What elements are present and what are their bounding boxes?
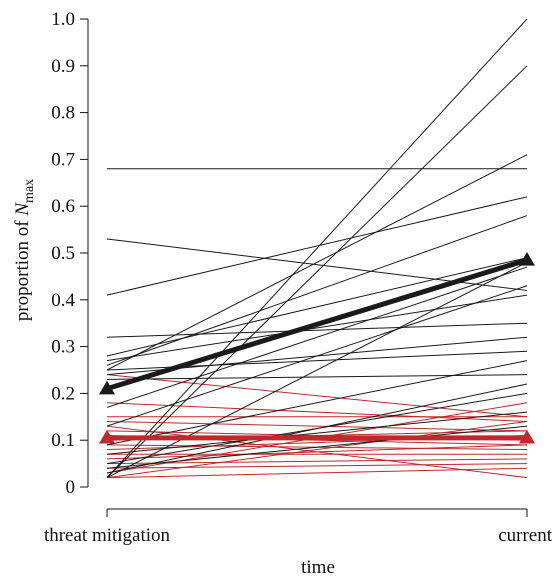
series-line-red <box>106 425 528 479</box>
x-axis-label: time <box>301 557 335 578</box>
x-tick-label: current <box>498 525 553 546</box>
mean-marker-black <box>99 380 115 395</box>
series-lines <box>106 18 528 479</box>
series-line-black <box>106 257 528 357</box>
series-line-black <box>106 425 528 469</box>
y-axis-label-sub: max <box>22 179 37 203</box>
series-line-black <box>106 411 528 455</box>
series-line-black <box>106 374 528 380</box>
y-tick-label: 0.9 <box>51 56 75 77</box>
y-axis: 0 0.1 0.2 0.3 0.4 0.5 0.6 0.7 0.8 0.9 1.0 <box>51 9 89 498</box>
series-line-black <box>106 261 528 479</box>
x-axis: threat mitigation current <box>44 508 553 546</box>
y-tick-label: 0.6 <box>51 196 75 217</box>
series-line-black <box>106 215 528 366</box>
series-line-black <box>106 65 528 478</box>
y-tick-label: 0.5 <box>51 243 75 264</box>
mean-line-black <box>104 257 530 392</box>
mean-marker-red <box>99 429 115 444</box>
series-line-black <box>106 360 528 446</box>
mean-lines <box>99 252 535 444</box>
y-tick-label: 0.8 <box>51 103 75 124</box>
y-axis-label-var: N <box>12 202 33 217</box>
y-tick-label: 0.4 <box>51 290 75 311</box>
y-tick-label: 0.1 <box>51 430 75 451</box>
mean-marker-black <box>519 252 535 266</box>
y-tick-label: 0 <box>66 477 76 498</box>
series-line-red <box>106 463 528 469</box>
series-line-red <box>106 374 528 418</box>
series-line-black <box>106 266 528 408</box>
series-line-black <box>106 238 528 291</box>
series-line-red <box>106 402 528 422</box>
series-line-red <box>106 467 528 479</box>
y-tick-label: 1.0 <box>51 9 75 30</box>
series-line-black <box>106 294 528 362</box>
series-line-black <box>106 154 528 371</box>
y-tick-label: 0.2 <box>51 383 75 404</box>
series-line-black <box>106 285 528 427</box>
series-line-red <box>106 458 528 465</box>
series-line-black <box>106 383 528 474</box>
series-line-red <box>106 420 528 432</box>
y-axis-label-prefix: proportion of <box>12 216 33 322</box>
series-line-red <box>106 420 528 479</box>
y-tick-label: 0.7 <box>51 149 75 170</box>
mean-marker-red <box>519 429 535 444</box>
y-tick-label: 0.3 <box>51 337 75 358</box>
series-line-black <box>106 18 528 478</box>
y-axis-label: proportion of Nmax <box>12 179 37 321</box>
series-line-black <box>106 322 528 338</box>
x-tick-label: threat mitigation <box>44 525 171 546</box>
series-line-black <box>106 196 528 296</box>
